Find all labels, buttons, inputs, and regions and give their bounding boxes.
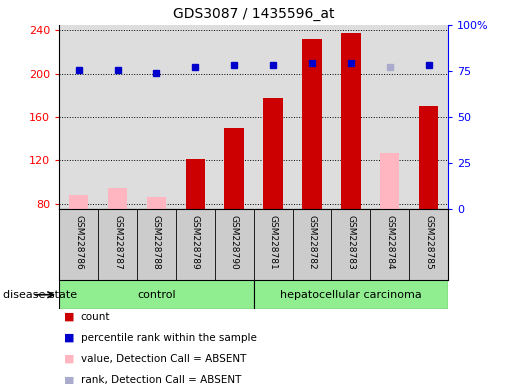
Bar — [419, 106, 438, 209]
Text: GSM228785: GSM228785 — [424, 215, 433, 270]
Bar — [147, 197, 166, 209]
Text: ■: ■ — [64, 354, 75, 364]
Text: count: count — [81, 312, 110, 322]
Text: ■: ■ — [64, 312, 75, 322]
Text: GSM228788: GSM228788 — [152, 215, 161, 270]
Text: ■: ■ — [64, 333, 75, 343]
Bar — [341, 33, 360, 209]
Title: GDS3087 / 1435596_at: GDS3087 / 1435596_at — [173, 7, 334, 21]
Text: GSM228783: GSM228783 — [347, 215, 355, 270]
Text: control: control — [137, 290, 176, 300]
Bar — [380, 153, 400, 209]
Text: hepatocellular carcinoma: hepatocellular carcinoma — [280, 290, 422, 300]
Bar — [185, 159, 205, 209]
Bar — [225, 128, 244, 209]
Bar — [253, 280, 448, 309]
Text: GSM228782: GSM228782 — [307, 215, 316, 270]
Text: GSM228781: GSM228781 — [269, 215, 278, 270]
Text: ■: ■ — [64, 375, 75, 384]
Bar — [59, 280, 253, 309]
Text: disease state: disease state — [3, 290, 77, 300]
Bar — [69, 195, 89, 209]
Text: value, Detection Call = ABSENT: value, Detection Call = ABSENT — [81, 354, 246, 364]
Text: percentile rank within the sample: percentile rank within the sample — [81, 333, 257, 343]
Text: GSM228789: GSM228789 — [191, 215, 200, 270]
Text: GSM228784: GSM228784 — [385, 215, 394, 270]
Text: GSM228786: GSM228786 — [74, 215, 83, 270]
Bar — [302, 39, 322, 209]
Text: rank, Detection Call = ABSENT: rank, Detection Call = ABSENT — [81, 375, 241, 384]
Bar — [263, 98, 283, 209]
Bar — [108, 188, 127, 209]
Text: GSM228787: GSM228787 — [113, 215, 122, 270]
Text: GSM228790: GSM228790 — [230, 215, 238, 270]
